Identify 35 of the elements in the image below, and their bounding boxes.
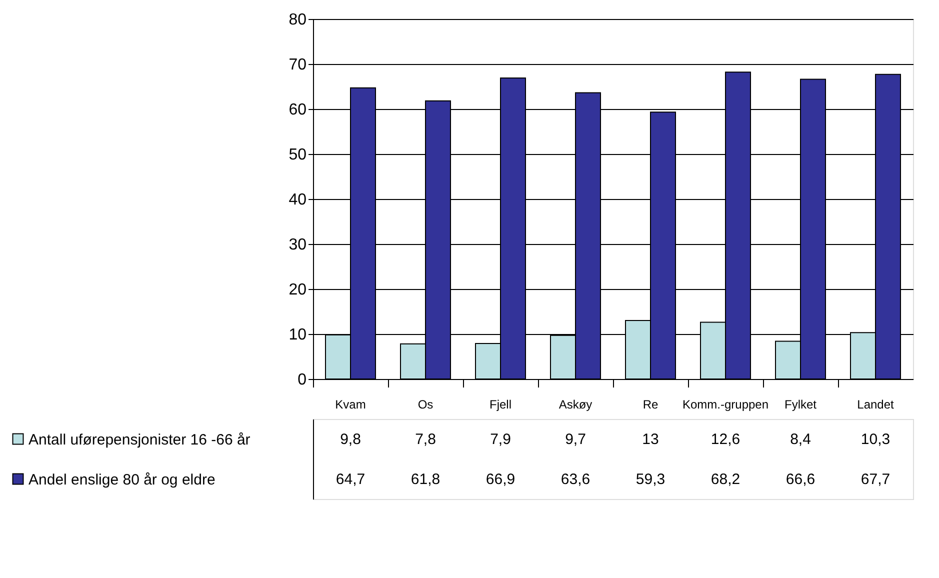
data-label: 64,7 — [336, 471, 366, 488]
data-label: 12,6 — [710, 431, 740, 448]
y-tick-label: 30 — [288, 236, 307, 254]
x-tick-label: Re — [642, 398, 658, 412]
x-tick-label: Komm.-gruppen — [682, 398, 769, 412]
x-tick-label: Askøy — [558, 398, 592, 412]
data-label: 9,8 — [340, 431, 361, 448]
data-label: 59,3 — [636, 471, 666, 488]
data-label: 67,7 — [860, 471, 890, 488]
y-tick-label: 40 — [288, 192, 307, 208]
data-label: 13 — [642, 431, 659, 448]
data-label: 68,2 — [710, 471, 740, 488]
data-label: 66,6 — [786, 471, 816, 488]
y-tick-label: 20 — [288, 282, 307, 298]
data-label: 10,3 — [860, 431, 890, 448]
data-label: 9,7 — [565, 431, 586, 448]
y-tick-label: 0 — [298, 372, 307, 388]
y-tick-label: 60 — [288, 102, 307, 118]
legend-label: Antall uførepensjonister 16 -66 år — [28, 432, 250, 448]
data-label: 61,8 — [410, 471, 440, 488]
y-tick-label: 10 — [288, 326, 307, 344]
data-label: 63,6 — [560, 471, 590, 488]
data-label: 66,9 — [486, 471, 516, 488]
y-tick-label: 70 — [288, 56, 307, 74]
data-label: 8,4 — [790, 431, 811, 448]
y-tick-label: 50 — [288, 146, 307, 164]
legend-label: Andel enslige 80 år og eldre — [28, 472, 216, 488]
x-tick-label: Fylket — [784, 398, 818, 412]
x-tick-label: Fjell — [489, 398, 512, 412]
x-tick-label: Landet — [857, 398, 895, 412]
data-label: 7,9 — [490, 431, 511, 448]
x-tick-label: Kvam — [335, 398, 366, 412]
data-label: 7,8 — [415, 431, 436, 448]
x-tick-label: Os — [418, 398, 434, 412]
y-tick-label: 80 — [288, 12, 307, 28]
